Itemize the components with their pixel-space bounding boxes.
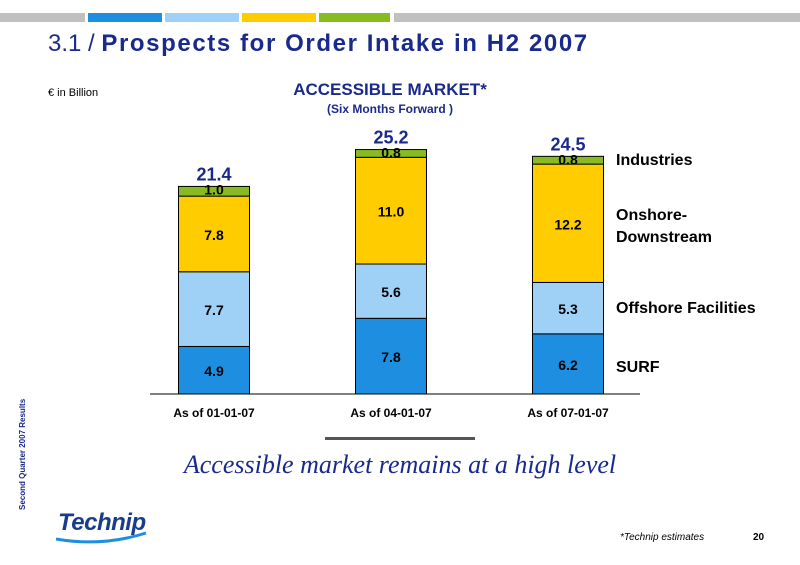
top-bar-segment-blue [88, 13, 162, 22]
side-text: Second Quarter 2007 Results [18, 398, 27, 510]
legend-label-onshore-line1: Onshore- [616, 207, 688, 224]
value-label-offshore-facilities-1: 5.6 [381, 284, 401, 300]
top-bar-segment-gray-left [0, 13, 85, 22]
category-label-0: As of 01-01-07 [173, 406, 255, 420]
value-label-surf-0: 4.9 [204, 363, 224, 379]
page-title: 3.1 / Prospects for Order Intake in H2 2… [48, 30, 589, 58]
logo-text: Technip [58, 509, 146, 536]
bar-offshore-facilities-1 [355, 263, 427, 319]
value-label-industries-0: 1.0 [204, 181, 224, 197]
page-number: 20 [753, 532, 765, 543]
category-label-1: As of 04-01-07 [350, 406, 432, 420]
logo-swoosh-icon [55, 531, 147, 544]
footnote: *Technip estimates [620, 532, 705, 543]
bar-surf-0 [178, 345, 250, 395]
value-label-surf-1: 7.8 [381, 349, 401, 365]
value-label-onshore-downstream-0: 7.8 [204, 227, 224, 243]
value-label-offshore-facilities-2: 5.3 [558, 301, 578, 317]
unit-label: € in Billion [48, 87, 99, 99]
bar-industries-0 [178, 185, 250, 197]
legend-label-industries: Industries [616, 152, 693, 169]
legend-label-onshore-downstream: Onshore- Downstream [616, 205, 712, 249]
top-bar-segment-gray-right [394, 13, 800, 22]
top-color-bar [0, 13, 800, 22]
bar-surf-1 [355, 317, 427, 395]
value-label-industries-2: 0.8 [558, 151, 578, 167]
chart-subtitle: (Six Months Forward ) [327, 102, 453, 116]
value-label-onshore-downstream-1: 11.0 [378, 204, 405, 220]
chart-title: ACCESSIBLE MARKET* [293, 80, 487, 99]
bar-industries-2 [532, 155, 604, 165]
legend-label-onshore-line2: Downstream [616, 229, 713, 246]
category-label-2: As of 07-01-07 [527, 406, 609, 420]
stacked-bar-chart: 4.9 7.7 7.8 1.021.4 As of 01-01-07 7.8 5.6 11.0… [150, 128, 640, 420]
title-text: Prospects for Order Intake in H2 2007 [101, 30, 589, 57]
tagline: Accessible market remains at a high leve… [183, 450, 617, 479]
bar-surf-2 [532, 333, 604, 395]
bar-offshore-facilities-2 [532, 281, 604, 335]
divider-line [325, 437, 475, 440]
top-bar-segment-yellow [242, 13, 316, 22]
technip-logo: Technip [52, 503, 152, 547]
value-label-surf-2: 6.2 [558, 357, 578, 373]
top-bar-segment-light-blue [165, 13, 239, 22]
bar-industries-1 [355, 149, 427, 158]
total-label-1: 25.2 [373, 128, 408, 148]
bar-onshore-downstream-0 [178, 195, 250, 273]
legend-label-surf: SURF [616, 359, 660, 376]
legend-label-offshore-facilities: Offshore Facilities [616, 300, 756, 317]
bar-onshore-downstream-2 [532, 163, 604, 283]
value-label-onshore-downstream-2: 12.2 [554, 216, 581, 232]
bar-onshore-downstream-1 [355, 156, 427, 265]
total-label-0: 21.4 [196, 164, 231, 184]
value-label-offshore-facilities-0: 7.7 [204, 302, 224, 318]
total-label-2: 24.5 [550, 134, 585, 154]
top-bar-segment-green [319, 13, 390, 22]
value-label-industries-1: 0.8 [381, 145, 401, 161]
section-number: 3.1 / [48, 30, 95, 57]
bar-offshore-facilities-0 [178, 271, 250, 347]
